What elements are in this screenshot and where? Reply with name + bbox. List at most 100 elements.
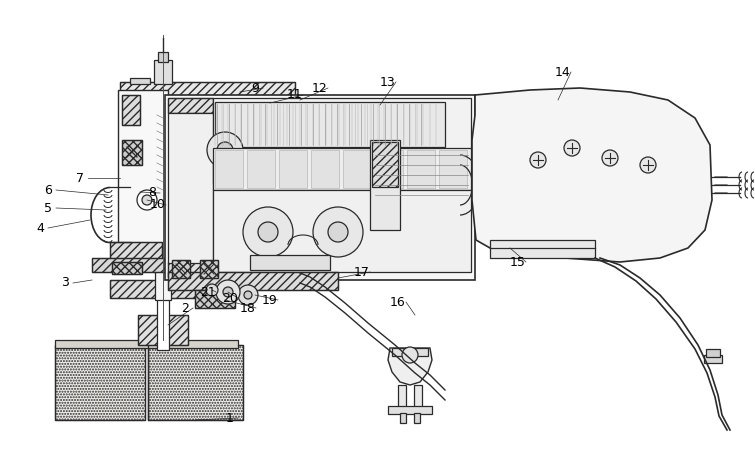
Bar [154, 60, 172, 84]
Text: 18: 18 [240, 302, 256, 315]
Text: 14: 14 [555, 66, 571, 78]
Bar [92, 258, 167, 272]
Circle shape [258, 222, 278, 242]
Bar [138, 315, 188, 345]
Bar [92, 258, 167, 272]
Circle shape [564, 140, 580, 156]
Text: 2: 2 [181, 302, 189, 315]
Bar [158, 52, 168, 62]
Bar [279, 150, 307, 188]
Bar [55, 345, 145, 420]
Text: 5: 5 [44, 202, 52, 215]
Bar [148, 345, 243, 420]
Circle shape [238, 285, 258, 305]
Bar [168, 98, 213, 113]
Bar [165, 95, 475, 280]
Circle shape [142, 195, 152, 205]
Text: 8: 8 [148, 186, 156, 199]
Text: 17: 17 [354, 266, 370, 279]
Bar [110, 280, 218, 298]
Bar [195, 290, 235, 308]
Circle shape [602, 150, 618, 166]
Bar [414, 385, 422, 407]
Bar [215, 102, 445, 147]
Circle shape [217, 142, 233, 158]
Circle shape [328, 222, 348, 242]
Bar [213, 190, 471, 272]
Bar [168, 272, 338, 290]
Bar [706, 349, 720, 357]
Bar [122, 95, 140, 125]
Bar [148, 345, 243, 420]
Circle shape [207, 132, 243, 168]
Bar [388, 406, 432, 414]
Text: 1: 1 [226, 411, 234, 424]
Bar [168, 98, 213, 113]
Text: 13: 13 [380, 76, 396, 89]
Bar [370, 140, 400, 230]
Bar [213, 98, 471, 183]
Bar [490, 240, 595, 258]
Bar [118, 90, 168, 265]
Circle shape [313, 207, 363, 257]
Bar [138, 315, 188, 345]
Bar [247, 150, 275, 188]
Bar [311, 150, 339, 188]
Circle shape [530, 152, 546, 168]
Bar [112, 262, 142, 274]
Text: 9: 9 [251, 81, 259, 94]
Bar [168, 272, 338, 290]
Bar [213, 148, 471, 190]
Bar [414, 413, 420, 423]
Bar [120, 82, 295, 100]
Bar [110, 242, 162, 260]
Bar [250, 255, 330, 270]
Text: 12: 12 [312, 81, 328, 94]
Bar [122, 140, 142, 165]
Bar [110, 242, 162, 260]
Bar [55, 340, 238, 348]
Polygon shape [472, 88, 712, 262]
Bar [407, 150, 435, 188]
Text: 15: 15 [510, 256, 526, 269]
Bar [400, 413, 406, 423]
Text: 4: 4 [36, 221, 44, 234]
Bar [372, 142, 398, 187]
Circle shape [223, 287, 233, 297]
Bar [122, 95, 140, 125]
Bar [110, 280, 218, 298]
Bar [122, 140, 142, 165]
Bar [155, 210, 171, 255]
Text: 16: 16 [390, 296, 406, 309]
Text: 21: 21 [200, 285, 216, 298]
Circle shape [402, 347, 418, 363]
Bar [155, 100, 171, 300]
Text: 3: 3 [61, 276, 69, 289]
Circle shape [243, 207, 293, 257]
Bar [112, 262, 142, 274]
Bar [343, 150, 371, 188]
Text: 19: 19 [262, 293, 278, 306]
Text: 20: 20 [222, 292, 238, 305]
Bar [157, 290, 169, 350]
Circle shape [206, 284, 218, 296]
Circle shape [216, 280, 240, 304]
Bar [215, 150, 243, 188]
Circle shape [640, 157, 656, 173]
Bar [195, 290, 235, 308]
Text: 6: 6 [44, 184, 52, 197]
Text: 7: 7 [76, 171, 84, 184]
Bar [168, 113, 213, 263]
Bar [130, 78, 150, 84]
Bar [55, 345, 145, 420]
Circle shape [137, 190, 157, 210]
Bar [200, 260, 218, 278]
Bar [398, 385, 406, 407]
Bar [172, 260, 190, 278]
Text: 11: 11 [287, 89, 303, 102]
Bar [375, 150, 403, 188]
Polygon shape [388, 348, 432, 385]
Bar [200, 260, 218, 278]
Bar [392, 348, 428, 356]
Bar [704, 355, 722, 363]
